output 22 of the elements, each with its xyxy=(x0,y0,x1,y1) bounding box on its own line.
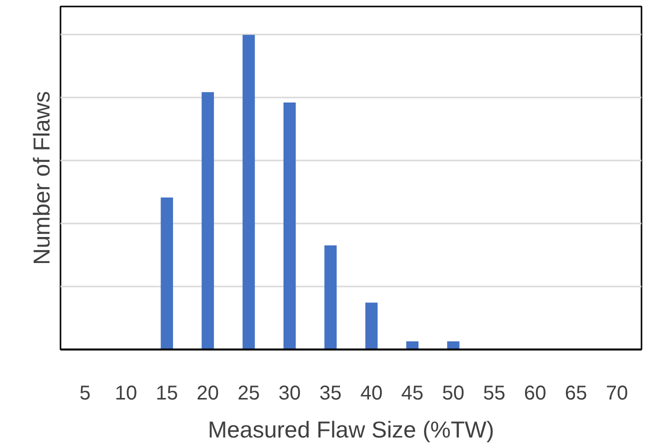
bar xyxy=(324,245,337,350)
bar xyxy=(160,198,174,350)
bar xyxy=(242,34,255,350)
x-tick-label: 35 xyxy=(319,382,342,404)
x-axis-title: Measured Flaw Size (%TW) xyxy=(208,416,494,442)
bar xyxy=(283,102,296,350)
x-tick-label: 20 xyxy=(196,382,219,404)
x-tick-label: 70 xyxy=(606,382,628,404)
x-tick-label: 5 xyxy=(79,382,91,404)
y-axis-title: Number of Flaws xyxy=(28,91,54,265)
x-tick-label: 25 xyxy=(238,382,260,404)
x-tick-label: 65 xyxy=(564,382,588,404)
bar xyxy=(365,302,378,350)
x-tick-label: 60 xyxy=(524,382,546,404)
x-tick-label: 30 xyxy=(278,382,301,404)
x-tick-label: 15 xyxy=(156,382,178,404)
x-tick-label: 10 xyxy=(114,382,138,404)
x-tick-label: 40 xyxy=(360,382,383,404)
x-tick-label: 55 xyxy=(483,382,506,404)
x-tick-label: 50 xyxy=(442,382,464,404)
x-tick-label: 45 xyxy=(401,382,424,404)
bar xyxy=(202,92,214,350)
